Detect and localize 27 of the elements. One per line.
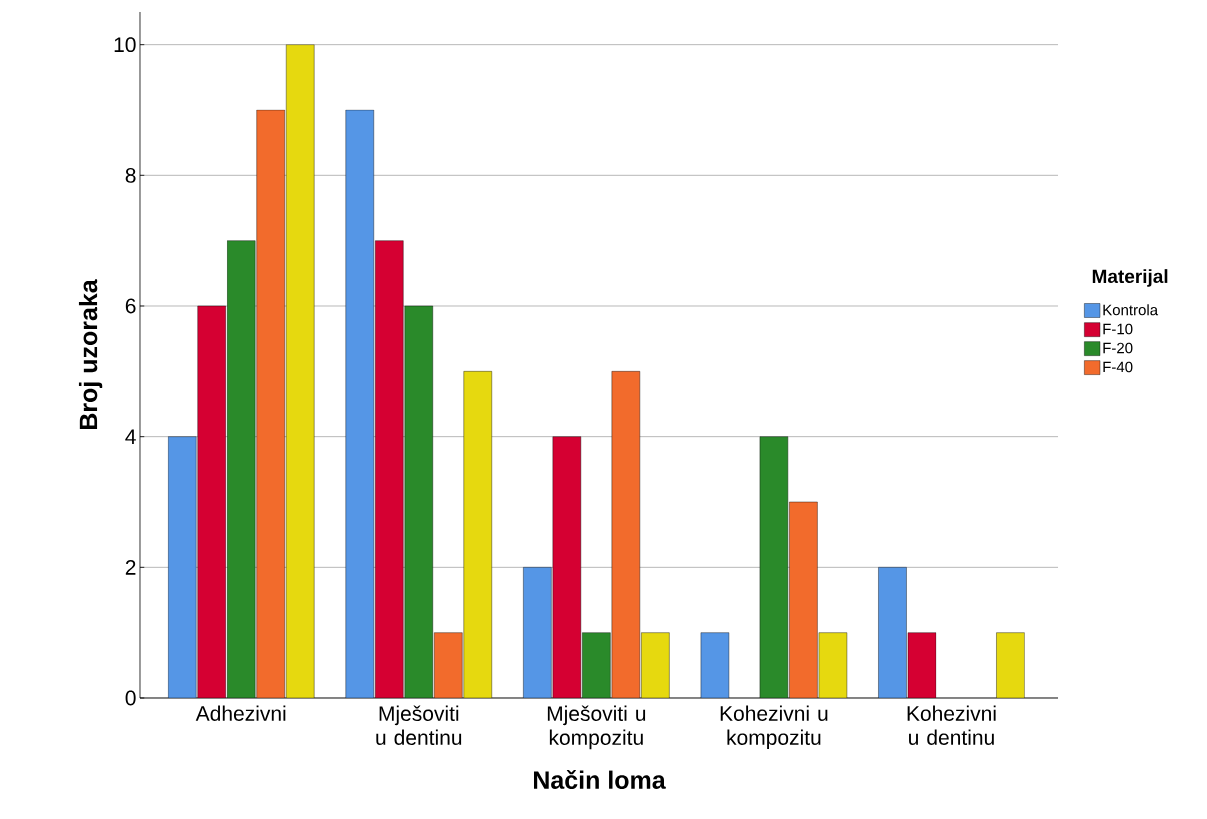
bar [641, 632, 670, 698]
y-tick-label: 0 [125, 690, 136, 706]
y-tick-label: 6 [125, 298, 136, 314]
x-tick-label: Kohezivni u kompozitu [720, 705, 828, 750]
bar [286, 44, 315, 698]
bar [404, 305, 433, 698]
y-tick-label: 2 [125, 560, 136, 575]
legend-label: Kontrola [1103, 304, 1159, 316]
x-tick-label: Kohezivni u dentinu [907, 705, 996, 745]
x-axis-title: Način loma [534, 770, 666, 789]
y-axis-title: Broj uzoraka [78, 279, 103, 430]
bar [996, 632, 1025, 698]
bar [759, 436, 789, 698]
y-tick-label: 10 [114, 37, 136, 53]
y-tick-label: 8 [125, 167, 136, 183]
x-tick-label: Adhezivni [195, 705, 286, 721]
legend-label: F-20 [1103, 342, 1133, 354]
bar [463, 371, 492, 698]
bar [582, 632, 611, 698]
bar [227, 240, 256, 698]
legend-title: Materijal [1092, 269, 1168, 287]
legend-label: F-10 [1103, 323, 1133, 335]
x-tick-label: Mješoviti u dentinu [376, 705, 462, 746]
y-tick-label: 4 [125, 429, 136, 444]
legend-label: F-40 [1103, 361, 1133, 373]
x-tick-label: Mješoviti u kompozitu [547, 705, 646, 750]
bar [818, 632, 848, 698]
